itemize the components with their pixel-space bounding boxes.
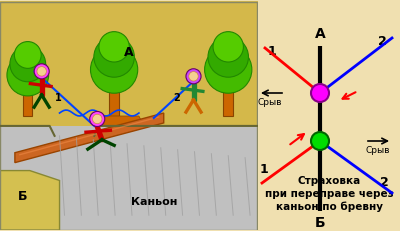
Bar xyxy=(0,126,258,230)
Text: А: А xyxy=(124,46,134,59)
Text: 2: 2 xyxy=(174,93,180,103)
Text: 1: 1 xyxy=(260,163,269,176)
Polygon shape xyxy=(99,1,258,126)
Circle shape xyxy=(92,114,102,124)
Text: 2: 2 xyxy=(380,176,389,189)
Text: 1: 1 xyxy=(54,93,61,103)
Circle shape xyxy=(94,37,134,77)
Circle shape xyxy=(90,111,105,127)
Circle shape xyxy=(34,64,49,79)
Polygon shape xyxy=(94,116,144,126)
Circle shape xyxy=(14,42,41,68)
Polygon shape xyxy=(15,113,164,163)
Text: Каньон: Каньон xyxy=(131,197,177,207)
Bar xyxy=(23,75,32,116)
Circle shape xyxy=(205,46,252,93)
Polygon shape xyxy=(0,170,60,230)
Circle shape xyxy=(311,84,329,102)
Polygon shape xyxy=(0,1,70,126)
Text: Страховка: Страховка xyxy=(297,176,361,186)
Text: А: А xyxy=(315,27,325,41)
Circle shape xyxy=(7,54,49,96)
Polygon shape xyxy=(0,136,60,230)
Circle shape xyxy=(10,46,46,82)
Text: 1: 1 xyxy=(268,45,277,58)
Circle shape xyxy=(99,32,129,62)
Text: при переправе через: при переправе через xyxy=(265,189,393,199)
Circle shape xyxy=(311,132,329,150)
Polygon shape xyxy=(0,1,258,126)
Text: 2: 2 xyxy=(378,35,387,48)
Circle shape xyxy=(90,46,138,93)
Circle shape xyxy=(208,37,248,77)
Bar xyxy=(223,70,233,116)
Text: Срыв: Срыв xyxy=(365,146,390,155)
Circle shape xyxy=(186,69,201,84)
Text: Б: Б xyxy=(315,216,325,230)
Text: Срыв: Срыв xyxy=(258,98,282,107)
Bar xyxy=(109,70,119,116)
Text: Б: Б xyxy=(18,190,27,203)
Circle shape xyxy=(213,32,244,62)
Circle shape xyxy=(37,67,46,76)
Circle shape xyxy=(189,72,198,81)
Text: каньон по бревну: каньон по бревну xyxy=(276,202,382,213)
